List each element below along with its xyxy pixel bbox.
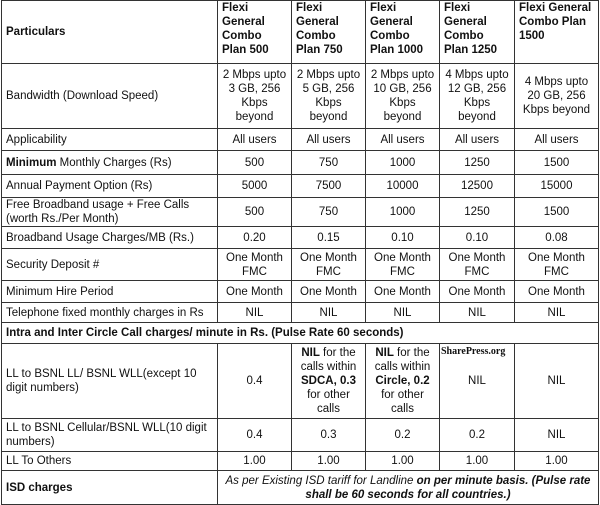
cell: One Month [514,280,599,303]
cell: 750 [291,150,366,175]
row-label: Security Deposit # [1,248,218,281]
cell: 5000 [217,174,292,198]
cell: 10000 [365,174,440,198]
row-label: Applicability [1,128,218,151]
row-label: Minimum Hire Period [1,280,218,303]
cell: 0.4 [217,418,292,452]
particulars-header: Particulars [1,0,218,64]
cell: 1.00 [365,451,440,471]
cell: One Month FMC [217,248,292,281]
cell: 750 [291,197,366,227]
cell: All users [217,128,292,151]
cell: One Month [217,280,292,303]
row-label: Annual Payment Option (Rs) [1,174,218,198]
cell: One Month [291,280,366,303]
cell: 0.2 [439,418,515,452]
isd-cell: As per Existing ISD tariff for Landline … [217,470,599,505]
row-label: Bandwidth (Download Speed) [1,63,218,129]
cell: 1.00 [514,451,599,471]
cell: 0.10 [439,226,515,249]
cell: 7500 [291,174,366,198]
row-label: ISD charges [1,470,218,505]
cell: 1250 [439,150,515,175]
table-row: Bandwidth (Download Speed) 2 Mbps upto 3 … [1,63,599,129]
cell: All users [514,128,599,151]
table-row: Applicability All users All users All users… [1,128,599,151]
cell: 0.2 [365,418,440,452]
cell: 1000 [365,150,440,175]
cell: NIL [514,418,599,452]
cell: One Month FMC [291,248,366,281]
cell: NIL [217,302,292,323]
cell: 1000 [365,197,440,227]
cell: 0.4 [217,343,292,419]
cell: 4 Mbps upto 20 GB, 256 Kbps beyond [514,63,599,129]
cell: One Month [439,280,515,303]
cell: 1.00 [217,451,292,471]
row-label: Telephone fixed monthly charges in Rs [1,302,218,323]
row-label: LL to BSNL Cellular/BSNL WLL(10 digit nu… [1,418,218,452]
cell: One Month FMC [439,248,515,281]
section-heading: Intra and Inter Circle Call charges/ min… [1,322,599,344]
cell: NIL [514,343,599,419]
table-row: Minimum Hire Period One Month One Month One… [1,280,599,303]
cell: All users [439,128,515,151]
plan-header: Flexi General Combo Plan 1250 [439,0,515,64]
cell: All users [365,128,440,151]
cell: 1.00 [291,451,366,471]
cell: 0.10 [365,226,440,249]
plan-header: Flexi General Combo Plan 1000 [365,0,440,64]
cell: NIL [291,302,366,323]
cell: 1250 [439,197,515,227]
section-row: Intra and Inter Circle Call charges/ min… [1,322,599,344]
cell: 0.08 [514,226,599,249]
cell: 15000 [514,174,599,198]
cell: NIL [439,343,515,419]
cell: NIL for the calls within SDCA, 0.3 for o… [291,343,366,419]
cell: 4 Mbps upto 12 GB, 256 Kbps beyond [439,63,515,129]
cell: 2 Mbps upto 5 GB, 256 Kbps beyond [291,63,366,129]
row-label: LL To Others [1,451,218,471]
table-row: Broadband Usage Charges/MB (Rs.) 0.20 0.15… [1,226,599,249]
plan-header: Flexi General Combo Plan 750 [291,0,366,64]
plan-header: Flexi General Combo Plan 500 [217,0,292,64]
cell: 1500 [514,197,599,227]
cell: 500 [217,150,292,175]
row-label: LL to BSNL LL/ BSNL WLL(except 10 digit … [1,343,218,419]
table-row: Annual Payment Option (Rs) 5000 7500 10000 1… [1,174,599,198]
cell: 1.00 [439,451,515,471]
cell: 500 [217,197,292,227]
header-row: Particulars Flexi General Combo Plan 500… [1,0,599,64]
cell: NIL for the calls within Circle, 0.2 for… [365,343,440,419]
cell: One Month FMC [365,248,440,281]
cell: 0.3 [291,418,366,452]
table-row: Free Broadband usage + Free Calls (worth… [1,197,599,227]
cell: One Month FMC [514,248,599,281]
row-label: Broadband Usage Charges/MB (Rs.) [1,226,218,249]
table-row: LL to BSNL Cellular/BSNL WLL(10 digit nu… [1,418,599,452]
cell: 0.20 [217,226,292,249]
row-label: Free Broadband usage + Free Calls (worth… [1,197,218,227]
cell: 1500 [514,150,599,175]
table-row: LL To Others 1.00 1.00 1.00 1.00 1.00 [1,451,599,471]
cell: 12500 [439,174,515,198]
table-row: Telephone fixed monthly charges in Rs NIL… [1,302,599,323]
cell: NIL [439,302,515,323]
table-row: ISD charges As per Existing ISD tariff f… [1,470,599,505]
cell: 0.15 [291,226,366,249]
cell: NIL [514,302,599,323]
table-row: Security Deposit # One Month FMC One Month… [1,248,599,281]
cell: NIL [365,302,440,323]
table-row: LL to BSNL LL/ BSNL WLL(except 10 digit … [1,343,599,419]
cell: 2 Mbps upto 10 GB, 256 Kbps beyond [365,63,440,129]
plan-header: Flexi General Combo Plan 1500 [514,0,599,64]
cell: 2 Mbps upto 3 GB, 256 Kbps beyond [217,63,292,129]
table-row: Minimum Monthly Charges (Rs) 500 750 1000 12… [1,150,599,175]
watermark: SharePress.org [441,346,506,357]
cell: All users [291,128,366,151]
cell: One Month [365,280,440,303]
row-label: Minimum Monthly Charges (Rs) [1,150,218,175]
